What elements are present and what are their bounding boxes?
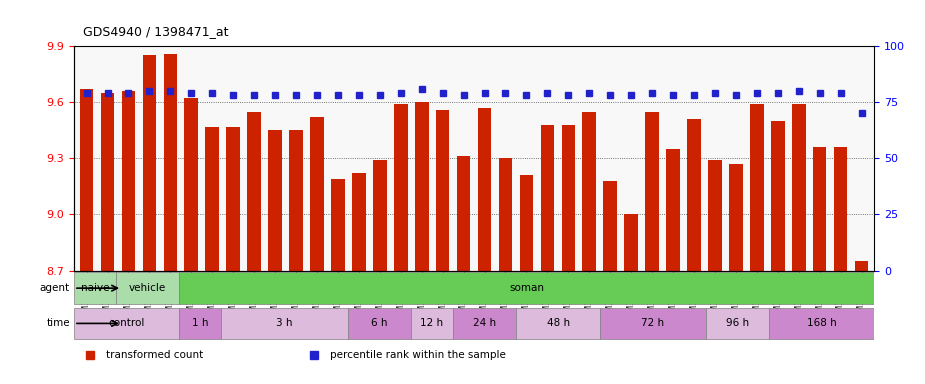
Text: 72 h: 72 h	[641, 318, 664, 328]
FancyBboxPatch shape	[600, 308, 706, 339]
Bar	[394, 104, 408, 270]
Bar	[833, 147, 847, 270]
Bar	[624, 214, 638, 270]
Bar	[142, 55, 156, 270]
Text: 24 h: 24 h	[473, 318, 496, 328]
Bar	[101, 93, 115, 270]
Bar	[646, 111, 659, 270]
Bar	[184, 98, 198, 270]
Text: time: time	[46, 318, 70, 328]
Text: 1 h: 1 h	[192, 318, 208, 328]
Text: control: control	[108, 318, 145, 328]
FancyBboxPatch shape	[179, 308, 221, 339]
Text: 6 h: 6 h	[371, 318, 388, 328]
FancyBboxPatch shape	[221, 308, 348, 339]
FancyBboxPatch shape	[411, 308, 453, 339]
FancyBboxPatch shape	[453, 308, 516, 339]
FancyBboxPatch shape	[179, 272, 874, 304]
Bar	[80, 89, 93, 270]
Bar	[561, 125, 575, 270]
Text: vehicle: vehicle	[130, 283, 166, 293]
Bar	[310, 117, 324, 270]
Text: naive: naive	[80, 283, 109, 293]
Text: 96 h: 96 h	[726, 318, 749, 328]
FancyBboxPatch shape	[348, 308, 411, 339]
FancyBboxPatch shape	[706, 308, 769, 339]
Bar	[477, 108, 491, 270]
FancyBboxPatch shape	[117, 272, 179, 304]
Bar	[666, 149, 680, 270]
Bar	[540, 125, 554, 270]
FancyBboxPatch shape	[516, 308, 600, 339]
Bar	[771, 121, 784, 270]
Bar	[709, 160, 722, 270]
Bar	[290, 130, 302, 270]
Bar	[855, 261, 869, 270]
Text: GDS4940 / 1398471_at: GDS4940 / 1398471_at	[83, 25, 228, 38]
Bar	[373, 160, 387, 270]
FancyBboxPatch shape	[769, 308, 874, 339]
Bar	[436, 110, 450, 270]
Bar	[247, 111, 261, 270]
Bar	[687, 119, 701, 270]
Bar	[352, 173, 365, 270]
Text: 48 h: 48 h	[547, 318, 570, 328]
Bar	[499, 158, 512, 270]
Bar	[813, 147, 826, 270]
Text: 12 h: 12 h	[420, 318, 443, 328]
Bar	[227, 126, 240, 270]
Text: 168 h: 168 h	[807, 318, 836, 328]
Bar	[750, 104, 764, 270]
Bar	[729, 164, 743, 270]
Text: percentile rank within the sample: percentile rank within the sample	[330, 350, 506, 360]
Text: soman: soman	[509, 283, 544, 293]
Text: agent: agent	[40, 283, 70, 293]
Text: transformed count: transformed count	[106, 350, 204, 360]
Bar	[205, 126, 219, 270]
Bar	[415, 102, 428, 270]
FancyBboxPatch shape	[74, 308, 179, 339]
Text: 3 h: 3 h	[277, 318, 293, 328]
Bar	[520, 175, 533, 270]
Bar	[122, 91, 135, 270]
Bar	[792, 104, 806, 270]
Bar	[268, 130, 282, 270]
Bar	[583, 111, 596, 270]
Bar	[457, 156, 471, 270]
FancyBboxPatch shape	[74, 272, 117, 304]
Bar	[331, 179, 345, 270]
Bar	[164, 53, 178, 270]
Bar	[603, 181, 617, 270]
